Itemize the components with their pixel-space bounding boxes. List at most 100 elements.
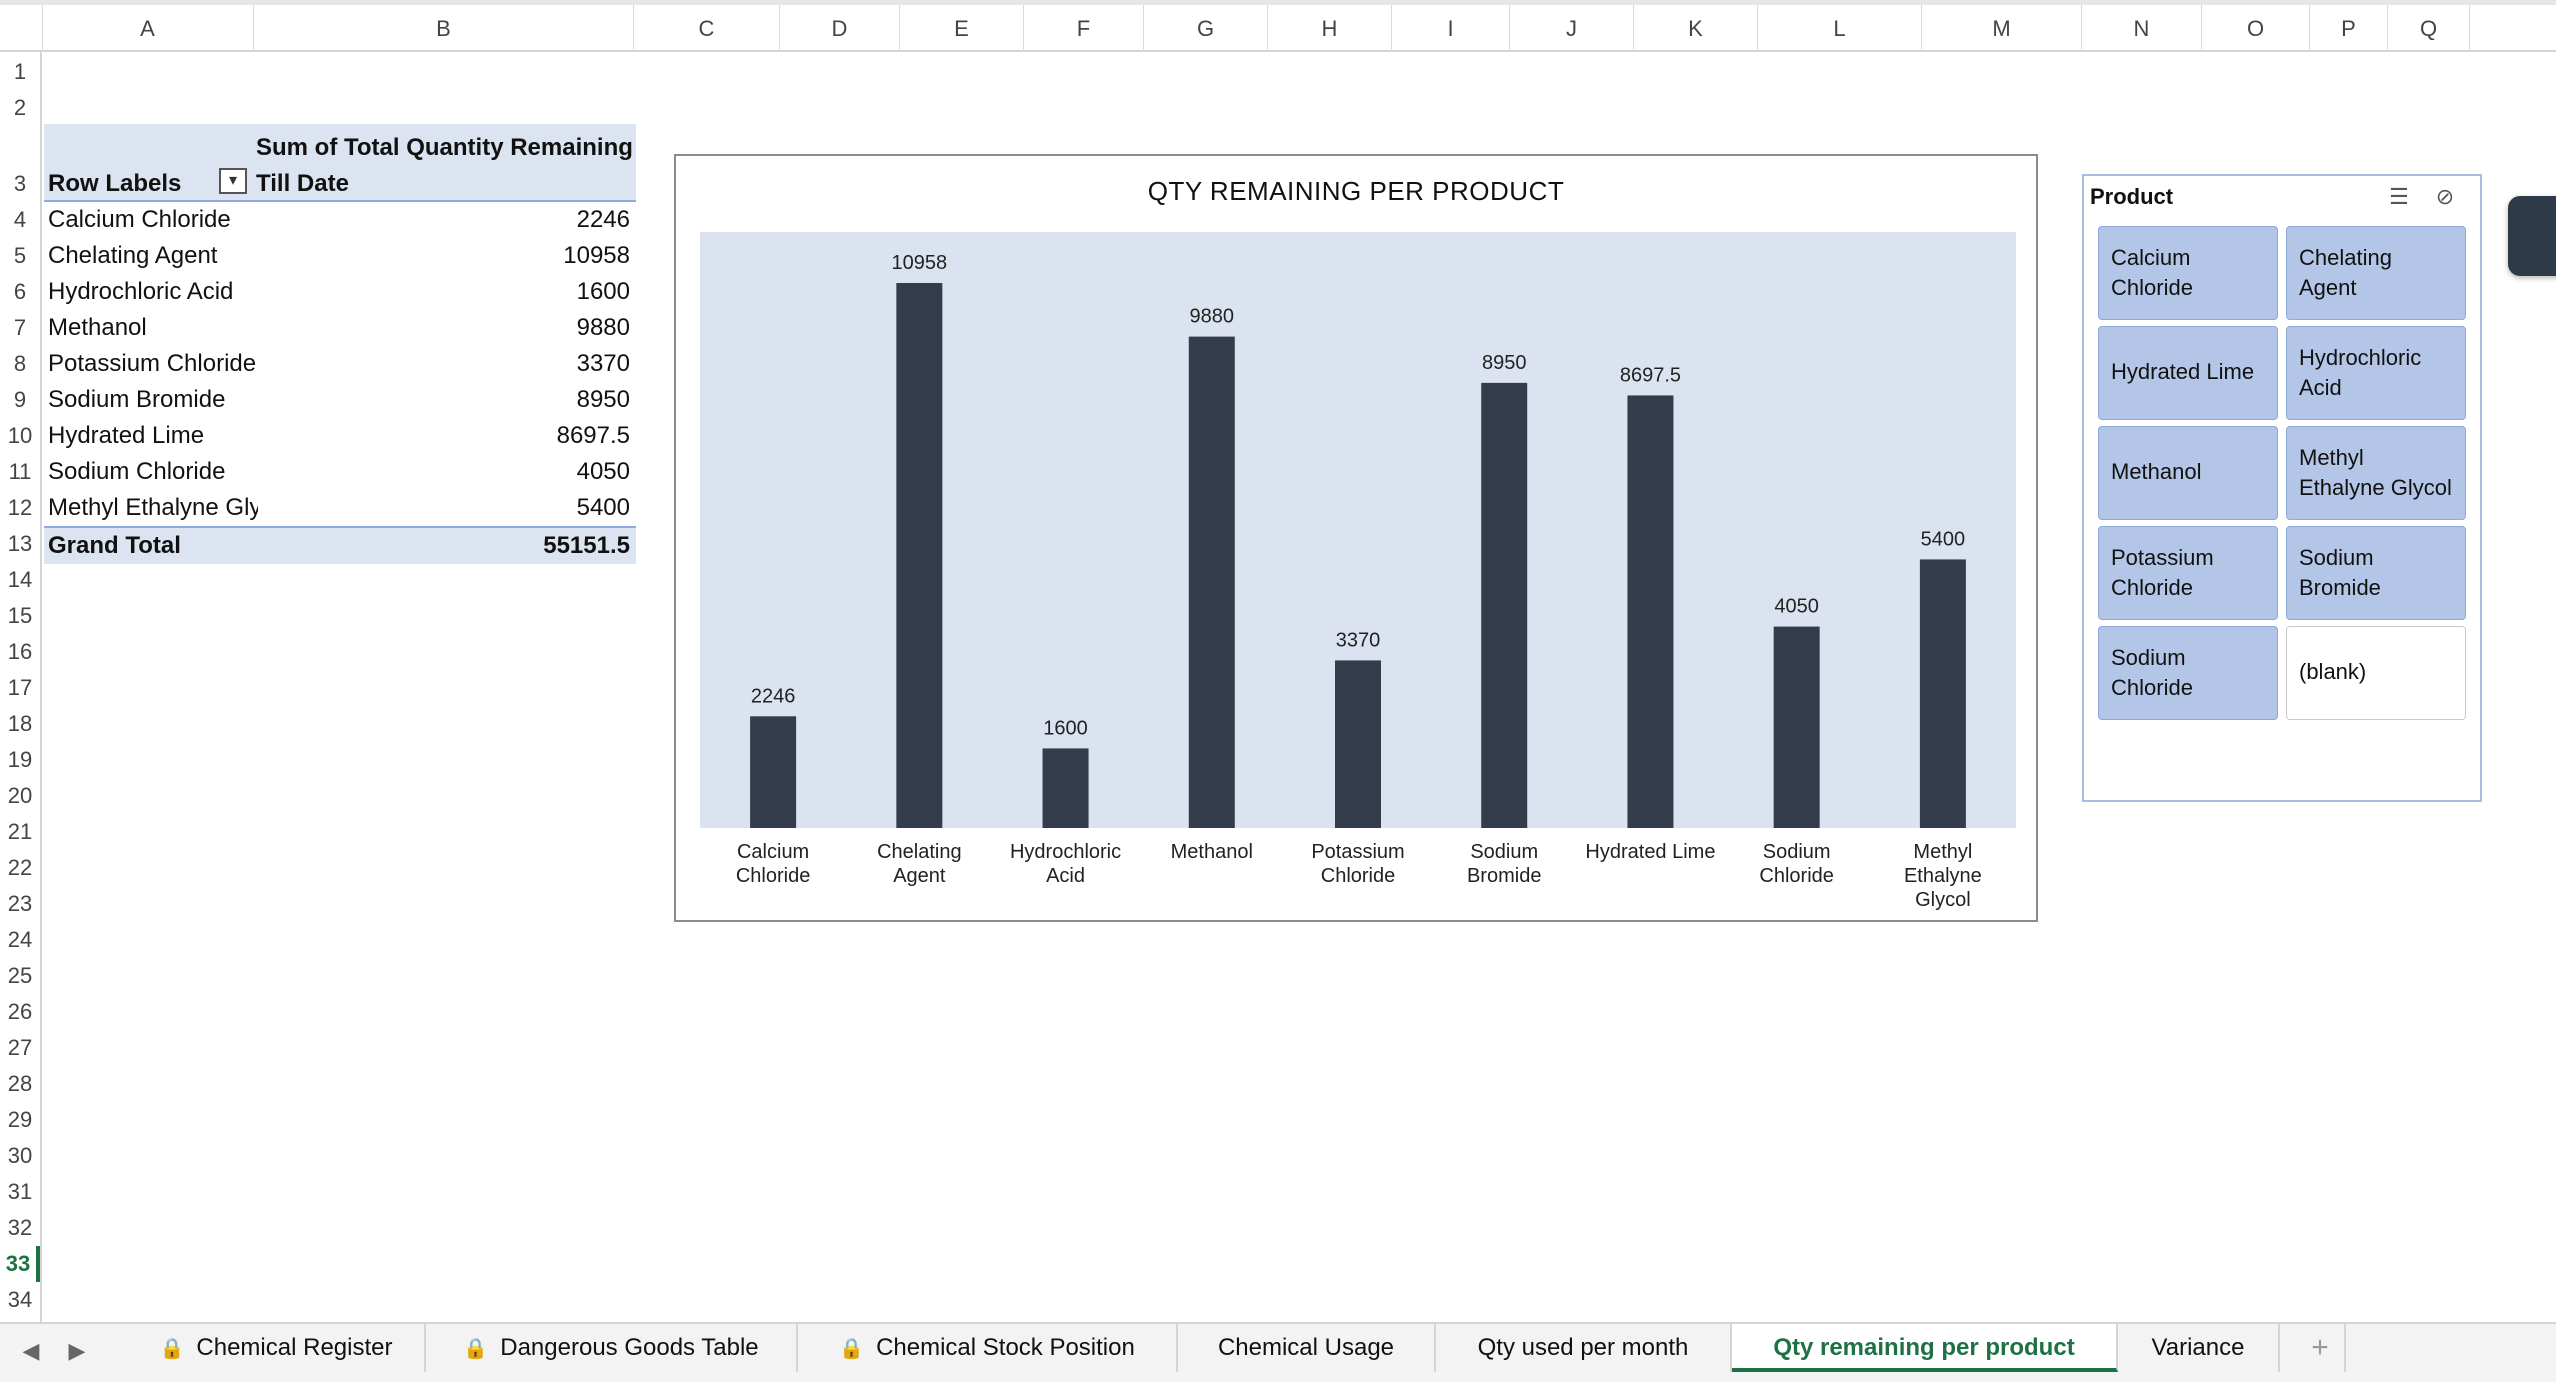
row-header-9[interactable]: 9 (13, 387, 27, 412)
slicer-item-label: Ethalyne Glycol (2299, 475, 2452, 500)
column-header-j[interactable]: J (1510, 5, 1634, 52)
row-header-32[interactable]: 32 (7, 1215, 33, 1240)
slicer-item[interactable]: Calcium Chloride (2098, 226, 2278, 320)
pivot-row[interactable]: Hydrochloric Acid 1600 (44, 274, 636, 310)
slicer-item[interactable]: Methanol (2098, 426, 2278, 520)
column-header-q[interactable]: Q (2388, 5, 2470, 52)
row-header-31[interactable]: 31 (7, 1179, 33, 1204)
slicer-item[interactable]: Methyl Ethalyne Glycol (2286, 426, 2466, 520)
pivot-row[interactable]: Chelating Agent 10958 (44, 238, 636, 274)
column-header-c[interactable]: C (634, 5, 780, 52)
bar[interactable] (1042, 748, 1089, 828)
row-header-34[interactable]: 34 (7, 1287, 33, 1312)
bar[interactable] (1481, 382, 1528, 828)
row-header-10[interactable]: 10 (7, 423, 33, 448)
row-header-3[interactable]: 3 (13, 171, 27, 196)
slicer-item[interactable]: Hydrated Lime (2098, 326, 2278, 420)
filter-dropdown-icon[interactable]: ▾ (219, 168, 247, 194)
row-header-23[interactable]: 23 (7, 891, 33, 916)
bar[interactable] (1773, 626, 1820, 828)
column-header-i[interactable]: I (1392, 5, 1510, 52)
column-header-l[interactable]: L (1758, 5, 1922, 52)
column-header-e[interactable]: E (900, 5, 1024, 52)
column-header-d[interactable]: D (780, 5, 900, 52)
slicer-item-label: Methyl (2299, 445, 2364, 470)
row-header-4[interactable]: 4 (13, 207, 27, 232)
row-header-22[interactable]: 22 (7, 855, 33, 880)
slicer-item[interactable]: Hydrochloric Acid (2286, 326, 2466, 420)
select-all-corner[interactable] (0, 5, 43, 52)
row-header-13[interactable]: 13 (7, 531, 33, 556)
row-header-6[interactable]: 6 (13, 279, 27, 304)
row-header-26[interactable]: 26 (7, 999, 33, 1024)
bar[interactable] (750, 716, 797, 828)
row-header-12[interactable]: 12 (7, 495, 33, 520)
sheet-tab[interactable]: Qty used per month (1436, 1324, 1732, 1372)
column-header-m[interactable]: M (1922, 5, 2082, 52)
row-header-27[interactable]: 27 (7, 1035, 33, 1060)
row-header-24[interactable]: 24 (7, 927, 33, 952)
column-header-h[interactable]: H (1268, 5, 1392, 52)
pivot-row[interactable]: Methyl Ethalyne Gly 5400 (44, 490, 636, 526)
row-header-25[interactable]: 25 (7, 963, 33, 988)
column-header-a[interactable]: A (42, 5, 254, 52)
next-sheet-icon[interactable]: ▶ (68, 1338, 86, 1363)
slicer-item[interactable]: Chelating Agent (2286, 226, 2466, 320)
slicer-item[interactable]: Sodium Bromide (2286, 526, 2466, 620)
bar[interactable] (896, 283, 943, 828)
row-header-28[interactable]: 28 (7, 1071, 33, 1096)
row-header-2[interactable]: 2 (13, 95, 27, 120)
bar[interactable] (1919, 559, 1966, 828)
row-header-1[interactable]: 1 (13, 59, 27, 84)
column-header-p[interactable]: P (2310, 5, 2388, 52)
pivot-row[interactable]: Hydrated Lime 8697.5 (44, 418, 636, 454)
row-header-7[interactable]: 7 (13, 315, 27, 340)
column-header-f[interactable]: F (1024, 5, 1144, 52)
slicer-item[interactable]: Sodium Chloride (2098, 626, 2278, 720)
slicer-item[interactable]: Potassium Chloride (2098, 526, 2278, 620)
sheet-tab[interactable]: 🔒 Chemical Register (128, 1324, 426, 1372)
column-header-g[interactable]: G (1144, 5, 1268, 52)
pivot-row[interactable]: Sodium Bromide 8950 (44, 382, 636, 418)
column-header-o[interactable]: O (2202, 5, 2310, 52)
row-header-29[interactable]: 29 (7, 1107, 33, 1132)
slicer-item-label: Sodium (2111, 645, 2186, 670)
row-header-14[interactable]: 14 (7, 567, 33, 592)
column-header-k[interactable]: K (1634, 5, 1758, 52)
slicer-item[interactable]: (blank) (2286, 626, 2466, 720)
row-header-15[interactable]: 15 (7, 603, 33, 628)
bar[interactable] (1627, 395, 1674, 828)
row-header-30[interactable]: 30 (7, 1143, 33, 1168)
row-header-16[interactable]: 16 (7, 639, 33, 664)
sheet-tab[interactable]: 🔒 Dangerous Goods Table (426, 1324, 798, 1372)
column-header-n[interactable]: N (2082, 5, 2202, 52)
bar[interactable] (1335, 660, 1381, 828)
row-header-5[interactable]: 5 (13, 243, 27, 268)
row-header-19[interactable]: 19 (7, 747, 33, 772)
sheet-tab[interactable]: Chemical Usage (1178, 1324, 1436, 1372)
product-slicer[interactable]: Product ☰ ⊘ Calcium Chloride Chelating Agen… (2082, 174, 2482, 802)
row-header-20[interactable]: 20 (7, 783, 33, 808)
pivot-row[interactable]: Calcium Chloride 2246 (44, 202, 636, 238)
sheet-tab[interactable]: Qty remaining per product (1732, 1324, 2118, 1372)
pivot-row[interactable]: Methanol 9880 (44, 310, 636, 346)
row-header-18[interactable]: 18 (7, 711, 33, 736)
side-panel-button[interactable] (2508, 196, 2556, 276)
bar-chart[interactable]: QTY REMAINING PER PRODUCT 2246 Calcium Chl… (674, 154, 2038, 922)
row-header-33[interactable]: 33 (0, 1246, 40, 1282)
column-header-b[interactable]: B (254, 5, 634, 52)
row-header-21[interactable]: 21 (7, 819, 33, 844)
row-header-11[interactable]: 11 (8, 459, 32, 484)
sheet-tab[interactable]: 🔒 Chemical Stock Position (798, 1324, 1178, 1372)
bar[interactable] (1188, 336, 1235, 828)
add-sheet-button[interactable]: + (2296, 1324, 2346, 1372)
row-header-17[interactable]: 17 (7, 675, 33, 700)
pivot-row[interactable]: Potassium Chloride 3370 (44, 346, 636, 382)
prev-sheet-icon[interactable]: ◀ (22, 1338, 40, 1363)
clear-filter-icon[interactable]: ⊘ (2435, 184, 2455, 209)
multi-select-icon[interactable]: ☰ (2389, 184, 2409, 209)
pivot-table[interactable]: Sum of Total Quantity Remaining Till Dat… (44, 124, 636, 564)
sheet-tab[interactable]: Variance (2118, 1324, 2280, 1372)
row-header-8[interactable]: 8 (13, 351, 27, 376)
pivot-row[interactable]: Sodium Chloride 4050 (44, 454, 636, 490)
